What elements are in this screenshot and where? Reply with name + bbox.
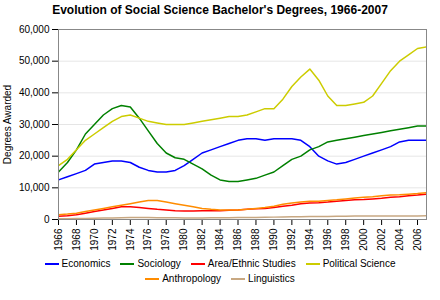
svg-text:2004: 2004: [394, 228, 405, 251]
svg-text:1990: 1990: [268, 228, 279, 251]
svg-text:Degrees Awarded: Degrees Awarded: [2, 85, 13, 164]
html-text:Sociology: Sociology: [137, 258, 181, 269]
svg-text:1980: 1980: [178, 228, 189, 251]
svg-text:1986: 1986: [232, 228, 243, 251]
svg-text:1998: 1998: [340, 228, 351, 251]
svg-text:30,000: 30,000: [19, 119, 50, 130]
svg-text:20,000: 20,000: [19, 150, 50, 161]
svg-text:50,000: 50,000: [19, 55, 50, 66]
svg-text:1972: 1972: [107, 228, 118, 251]
svg-text:1992: 1992: [286, 228, 297, 251]
html-text:Linguistics: Linguistics: [248, 273, 295, 284]
html-text:Evolution of Social Science Ba: Evolution of Social Science Bachelor's D…: [52, 3, 388, 17]
svg-text:1984: 1984: [214, 228, 225, 251]
html-text:Political Science: Political Science: [322, 258, 396, 269]
svg-text:1982: 1982: [196, 228, 207, 251]
svg-text:60,000: 60,000: [19, 24, 50, 35]
svg-text:1988: 1988: [250, 228, 261, 251]
svg-text:1996: 1996: [322, 228, 333, 251]
svg-text:1968: 1968: [71, 228, 82, 251]
html-text:Economics: Economics: [61, 258, 111, 269]
svg-text:40,000: 40,000: [19, 87, 50, 98]
svg-text:2006: 2006: [412, 228, 423, 251]
svg-text:1994: 1994: [304, 228, 315, 251]
svg-text:2000: 2000: [358, 228, 369, 251]
svg-text:1974: 1974: [125, 228, 136, 251]
svg-text:1976: 1976: [142, 228, 153, 251]
svg-text:0: 0: [44, 214, 50, 225]
svg-text:2002: 2002: [376, 228, 387, 251]
svg-text:10,000: 10,000: [19, 182, 50, 193]
svg-text:1966: 1966: [53, 228, 64, 251]
svg-text:1970: 1970: [89, 228, 100, 251]
html-text:Area/Ethnic Studies: Area/Ethnic Studies: [207, 258, 296, 269]
svg-text:1978: 1978: [160, 228, 171, 251]
html-text:Anthropology: Anthropology: [162, 273, 222, 284]
